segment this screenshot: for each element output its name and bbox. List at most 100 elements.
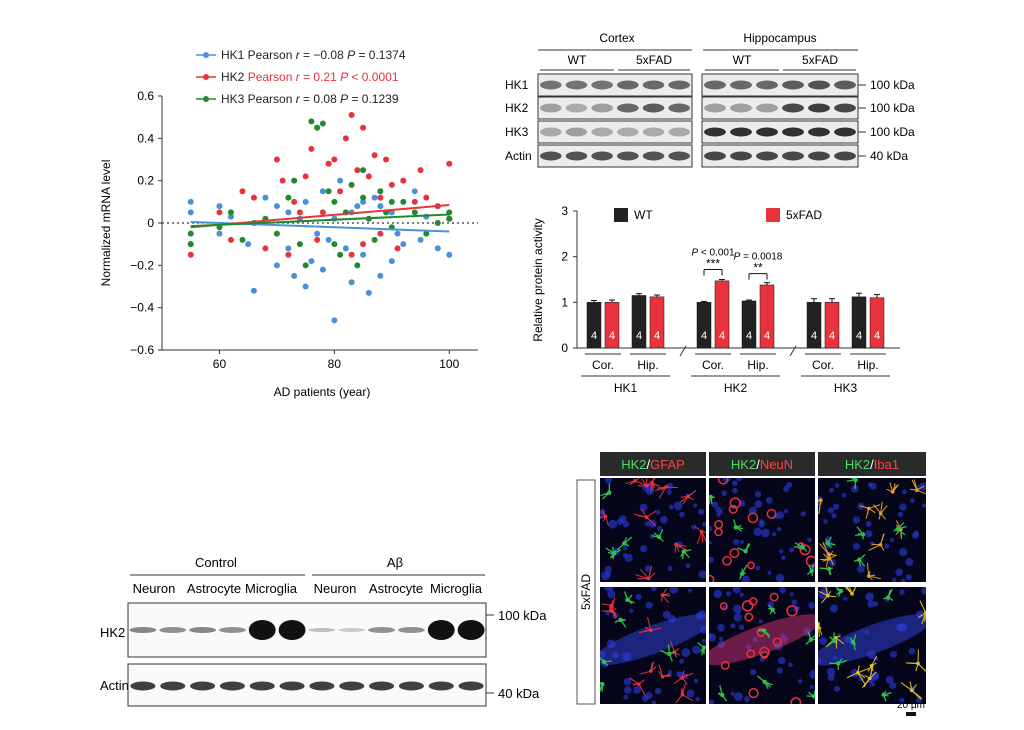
scatter-point-hk1: [371, 194, 378, 201]
glial-soma: [825, 593, 830, 598]
hk2-soma: [860, 532, 866, 537]
hk2-soma: [743, 548, 748, 554]
nucleus-dapi: [807, 537, 812, 543]
region-label: Cor.: [702, 358, 724, 372]
glial-process: [634, 480, 647, 486]
nucleus-dapi: [871, 673, 879, 681]
glial-process: [646, 510, 657, 518]
scatter-point-hk3: [319, 120, 326, 127]
top-blot-band: [808, 151, 830, 161]
nucleus-dapi: [666, 489, 672, 495]
nucleus-dapi: [686, 689, 695, 698]
neun-cell: [748, 687, 759, 699]
blot-band-hk2: [338, 628, 366, 632]
scatter-point-hk1: [325, 236, 332, 243]
scatter-point-hk3: [227, 209, 234, 216]
nucleus-dapi: [685, 563, 691, 569]
top-blot-band: [756, 80, 778, 90]
nucleus-dapi: [899, 503, 907, 511]
sig-stars: ***: [706, 256, 720, 270]
scatter-point-hk2: [279, 177, 286, 184]
glial-process: [658, 486, 667, 499]
bar-n-label: 4: [874, 330, 880, 342]
header-iba1: HK2/Iba1: [845, 457, 899, 472]
neun-cell: [720, 660, 730, 670]
nucleus-dapi: [655, 509, 661, 515]
glial-process: [857, 672, 866, 685]
glial-process: [921, 612, 926, 625]
blot-band-actin: [398, 681, 424, 691]
top-blot-band: [808, 127, 830, 137]
nucleus-dapi: [885, 675, 894, 684]
glial-soma: [924, 610, 926, 615]
scatter-point-hk1: [302, 283, 309, 290]
glial-process: [701, 531, 706, 542]
header-neun: HK2/NeuN: [731, 457, 793, 472]
scatter-point-hk1: [388, 258, 395, 265]
scale-bar: [906, 712, 916, 716]
glial-soma: [674, 542, 678, 547]
scatter-point-hk3: [360, 167, 367, 174]
scatter-point-hk3: [314, 124, 321, 131]
scatter-point-hk1: [417, 236, 424, 243]
top-blot-band: [808, 103, 830, 113]
scatter-point-hk1: [377, 272, 384, 279]
top-blot-band: [540, 127, 562, 137]
blot-band-actin: [249, 681, 275, 691]
nucleus-dapi: [831, 512, 837, 519]
scatter-y-tick-label: 0.6: [137, 89, 154, 103]
nucleus-dapi: [732, 587, 741, 594]
nucleus-dapi: [732, 487, 738, 494]
glial-soma: [826, 552, 831, 556]
top-blot-band: [617, 80, 639, 90]
nucleus-dapi: [709, 556, 714, 563]
top-blot-row-label-hk2: HK2: [505, 101, 529, 115]
hk2-soma: [825, 541, 830, 546]
neun-cell: [759, 646, 770, 658]
scatter-point-hk3: [239, 236, 246, 243]
glial-process: [825, 554, 830, 568]
nucleus-dapi: [624, 686, 632, 694]
nucleus-dapi: [892, 577, 897, 582]
nucleus-dapi: [679, 511, 685, 518]
glial-process: [818, 623, 820, 637]
bar-y-ticks: 0 1 2 3: [561, 204, 577, 355]
glial-process: [629, 677, 640, 685]
scatter-x-label: AD patients (year): [274, 385, 371, 399]
nucleus-dapi: [779, 587, 786, 594]
nucleus-dapi: [698, 508, 705, 515]
top-blot-row-label-hk3: HK3: [505, 125, 529, 139]
nucleus-dapi: [640, 545, 648, 553]
scatter-point-hk1: [273, 203, 280, 210]
scatter-point-hk1: [446, 251, 453, 258]
scatter-point-hk2: [365, 173, 372, 180]
nucleus-dapi: [623, 677, 632, 686]
glial-process: [880, 501, 883, 514]
bar-y-tick-label: 3: [561, 204, 568, 218]
scatter-point-hk1: [187, 198, 194, 205]
scatter-point-hk2: [394, 245, 401, 252]
scatter-point-hk3: [331, 198, 338, 205]
hk2-soma: [667, 651, 672, 657]
nucleus-dapi: [890, 650, 898, 658]
top-blot-strip: [537, 96, 693, 120]
glial-process: [861, 678, 871, 688]
glial-process: [646, 478, 656, 487]
nucleus-dapi: [865, 530, 873, 538]
scatter-x-tick-label: 100: [439, 357, 459, 371]
scatter-point-hk2: [331, 156, 338, 163]
blot-band-hk2: [427, 620, 455, 640]
nucleus-dapi: [905, 574, 912, 581]
top-blot-band: [782, 151, 804, 161]
glial-soma: [649, 669, 653, 673]
group-label: HK1: [614, 381, 638, 395]
cell-type-microglia-abeta: Microglia: [430, 581, 483, 596]
top-blot-size-label: 100 kDa: [870, 125, 915, 139]
scatter-point-hk3: [325, 188, 332, 195]
region-label: Cor.: [812, 358, 834, 372]
region-label: Hip.: [637, 358, 658, 372]
nucleus-dapi: [897, 511, 904, 518]
neun-cell: [728, 504, 738, 514]
nucleus-dapi: [721, 490, 728, 497]
nucleus-dapi: [668, 504, 674, 510]
